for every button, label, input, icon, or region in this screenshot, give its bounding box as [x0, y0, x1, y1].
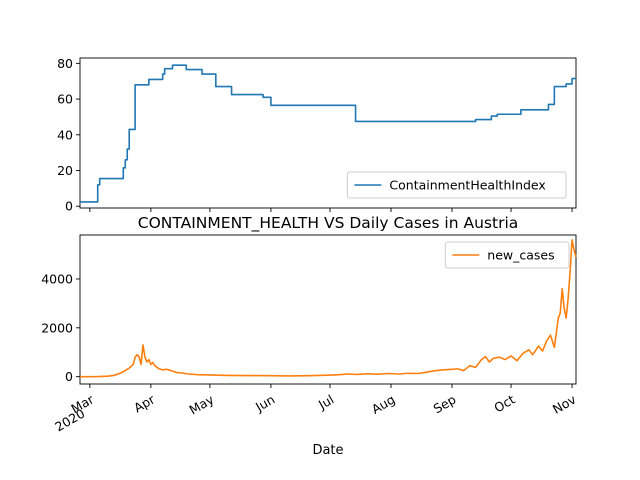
top-x-ticks — [89, 208, 573, 212]
bottom-x-tick-label: Sep — [431, 392, 459, 417]
bottom-y-ticks: 0 2000 4000 — [41, 271, 80, 384]
bottom-x-tick-label: 2020 — [52, 406, 87, 435]
bottom-plot-frame — [79, 234, 577, 385]
bottom-y-tick-label: 0 — [65, 369, 73, 384]
top-series-line — [80, 64, 576, 203]
bottom-legend-label: new_cases — [487, 248, 554, 263]
bottom-y-tick-label: 2000 — [41, 320, 73, 335]
top-legend: ContainmentHealthIndex — [346, 171, 567, 199]
top-y-tick-label: 0 — [65, 199, 73, 214]
top-y-tick-label: 80 — [57, 56, 73, 71]
bottom-x-tick-label: Aug — [369, 392, 398, 417]
top-y-ticks: 0 20 40 60 80 — [57, 56, 80, 214]
bottom-x-tick-label: May — [187, 391, 217, 417]
bottom-y-tick-label: 4000 — [41, 271, 73, 286]
top-y-tick-label: 40 — [57, 127, 73, 142]
bottom-x-tick-label: Jun — [252, 392, 277, 415]
x-axis-label: Date — [312, 443, 343, 458]
top-y-tick-label: 60 — [57, 92, 73, 107]
bottom-legend-box — [444, 241, 570, 269]
top-legend-box — [346, 171, 567, 199]
top-series — [80, 64, 576, 203]
bottom-x-tick-label: Apr — [131, 391, 158, 415]
top-panel: 0 20 40 60 80 ContainmentHealthIndex — [57, 56, 577, 214]
top-plot-frame — [79, 57, 577, 209]
bottom-x-tick-label: Oct — [491, 392, 517, 416]
bottom-x-tick-label: Jul — [315, 392, 336, 413]
bottom-legend: new_cases — [444, 241, 570, 269]
top-y-tick-label: 20 — [57, 163, 73, 178]
bottom-series-line — [79, 239, 577, 378]
bottom-series — [79, 239, 577, 378]
bottom-x-tick-label: Nov — [550, 391, 579, 416]
chart-title: CONTAINMENT_HEALTH VS Daily Cases in Aus… — [138, 214, 519, 233]
top-legend-label: ContainmentHealthIndex — [389, 178, 545, 193]
